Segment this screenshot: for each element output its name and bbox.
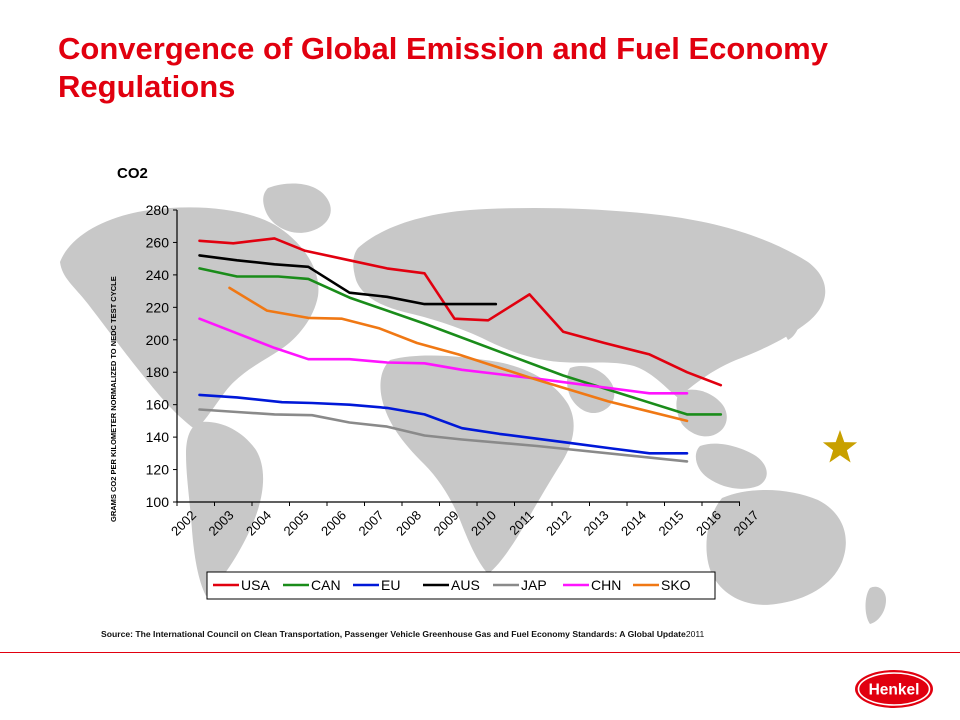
x-tick-label: 2012: [543, 508, 574, 539]
footer-divider: [0, 652, 960, 653]
logo-oval: [855, 670, 933, 708]
chart-title: CO2: [117, 165, 148, 182]
series-lines: [198, 237, 723, 463]
y-tick-label: 180: [146, 364, 170, 380]
series-line-sko: [228, 286, 689, 423]
y-tick-label: 160: [146, 397, 170, 413]
star-icon: [822, 430, 858, 463]
y-axis-title: GRAMS CO2 PER KILOMETER NORMALIZED TO NE…: [109, 276, 118, 522]
henkel-logo: Henkel: [855, 670, 933, 708]
legend-label-sko: SKO: [661, 577, 691, 593]
legend-label-jap: JAP: [521, 577, 547, 593]
x-tick-label: 2015: [656, 508, 687, 539]
y-tick-label: 260: [146, 234, 170, 250]
legend-label-chn: CHN: [591, 577, 621, 593]
y-tick-label: 120: [146, 462, 170, 478]
x-tick-label: 2014: [618, 508, 649, 539]
series-line-aus: [198, 254, 498, 306]
series-line-jap: [198, 408, 689, 463]
x-tick-label: 2006: [318, 508, 349, 539]
series-line-usa: [198, 237, 723, 387]
series-line-chn: [198, 317, 689, 395]
logo-oval-inner: [857, 672, 931, 706]
legend-label-aus: AUS: [451, 577, 480, 593]
world-map-background: [60, 183, 886, 624]
x-tick-label: 2007: [356, 508, 387, 539]
legend-label-can: CAN: [311, 577, 341, 593]
y-tick-label: 140: [146, 429, 170, 445]
source-year: 2011: [685, 629, 705, 639]
source-citation: Source: The International Council on Cle…: [101, 629, 704, 639]
series-line-eu: [198, 393, 689, 455]
y-tick-label: 280: [146, 202, 170, 218]
legend-label-usa: USA: [241, 577, 270, 593]
source-label: Source:: [101, 629, 133, 639]
x-tick-label: 2008: [393, 508, 424, 539]
logo-text: Henkel: [869, 682, 920, 699]
source-text: The International Council on Clean Trans…: [135, 629, 686, 639]
x-tick-label: 2005: [281, 508, 312, 539]
y-ticks: 100 120 140 160 180 200 220 240 260 280: [146, 202, 177, 510]
y-tick-label: 200: [146, 332, 170, 348]
y-tick-label: 220: [146, 299, 170, 315]
x-tick-label: 2013: [581, 508, 612, 539]
chart-legend: USA CAN EU AUS JAP CHN SKO: [206, 571, 716, 600]
slide-title: Convergence of Global Emission and Fuel …: [58, 31, 828, 104]
y-tick-label: 240: [146, 267, 170, 283]
series-line-can: [198, 267, 723, 416]
legend-label-eu: EU: [381, 577, 400, 593]
y-tick-label: 100: [146, 494, 170, 510]
